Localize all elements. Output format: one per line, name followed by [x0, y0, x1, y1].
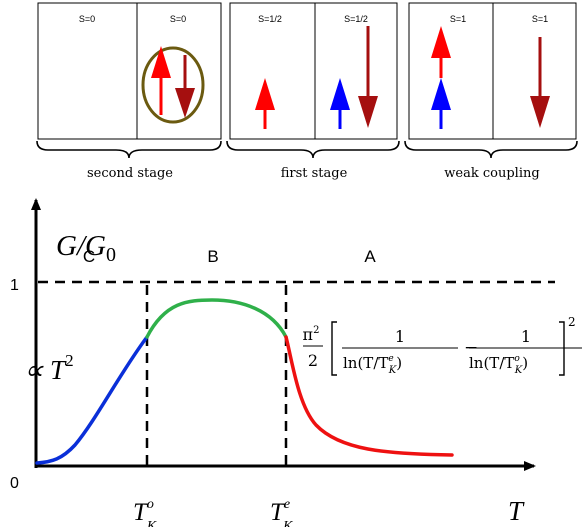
- x-tick-tk-even: Te K: [270, 497, 293, 527]
- up-arrow-icon: [431, 78, 451, 129]
- svg-text:2: 2: [308, 351, 318, 370]
- brace-second-stage: [36, 140, 222, 159]
- panel-second-stage: S=0 S=0: [37, 2, 222, 140]
- panel-box: [37, 2, 222, 140]
- up-arrow-icon: [151, 46, 171, 115]
- up-arrow-icon: [255, 78, 275, 129]
- curve-green-middle: [145, 298, 288, 339]
- brace-label-weak-coupling: weak coupling: [444, 166, 539, 181]
- down-arrow-icon: [358, 26, 378, 128]
- region-label-c: C: [83, 247, 95, 266]
- svg-text:ln(T/ToK): ln(T/To K): [469, 354, 528, 376]
- x-axis-label: T: [508, 496, 525, 526]
- region-label-a: A: [364, 247, 376, 266]
- svg-text:ln(T/TeK): ln(T/Te K): [343, 354, 402, 376]
- y-axis-label: G/G0: [56, 230, 116, 266]
- low-t-power-law-label: ∝ T2: [24, 351, 74, 385]
- svg-text:π2: π2: [303, 325, 320, 344]
- spin-label-right: S=1/2: [344, 14, 368, 24]
- high-t-formula: π2 2 1 ln(T/Te K) − 1 ln(T/To K) 2: [303, 315, 582, 376]
- panel-weak-coupling: S=1 S=1: [408, 2, 577, 140]
- curve-red-high-t: [284, 335, 454, 457]
- brace-label-second-stage: second stage: [87, 166, 173, 181]
- spin-label-left: S=0: [79, 14, 95, 24]
- up-arrow-icon: [431, 26, 451, 78]
- curve-blue-low-t: [35, 335, 149, 465]
- panel-box: [229, 2, 398, 140]
- spin-label-right: S=1: [532, 14, 548, 24]
- y-tick-one: 1: [10, 277, 19, 294]
- spin-label-left: S=1/2: [258, 14, 282, 24]
- panel-first-stage: S=1/2 S=1/2: [229, 2, 398, 140]
- region-label-b: B: [207, 247, 218, 266]
- down-arrow-icon: [175, 55, 195, 118]
- up-arrow-icon: [330, 78, 350, 129]
- brace-label-first-stage: first stage: [281, 166, 348, 181]
- svg-text:1: 1: [521, 327, 531, 346]
- svg-text:1: 1: [395, 327, 405, 346]
- svg-text:2: 2: [568, 315, 576, 329]
- y-tick-zero: 0: [10, 475, 19, 492]
- singlet-ellipse: [141, 46, 205, 124]
- x-tick-tk-odd: To K: [133, 497, 157, 527]
- brace-weak-coupling: [404, 140, 578, 159]
- spin-label-left: S=1: [450, 14, 466, 24]
- brace-first-stage: [226, 140, 400, 159]
- spin-label-right: S=0: [170, 14, 186, 24]
- down-arrow-icon: [530, 37, 550, 128]
